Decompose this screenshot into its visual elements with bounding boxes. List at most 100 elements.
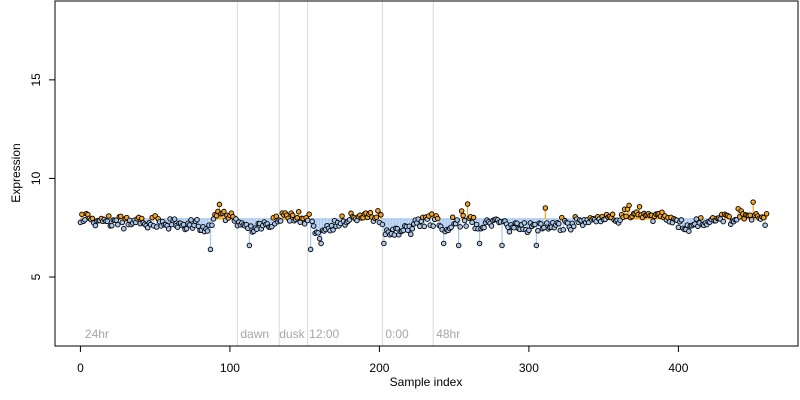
data-point [92, 222, 99, 229]
data-point [318, 240, 324, 247]
y-tick-label: 15 [29, 73, 43, 87]
data-point [609, 211, 616, 218]
data-point [521, 220, 528, 226]
data-point [541, 224, 547, 231]
data-point [286, 218, 293, 224]
data-point [458, 208, 465, 214]
data-point [183, 225, 190, 232]
data-point [659, 209, 665, 215]
x-axis-title: Sample index [390, 375, 463, 389]
data-point [408, 231, 414, 238]
x-tick-label: 400 [668, 361, 688, 375]
data-point [544, 220, 550, 226]
data-point [511, 224, 517, 231]
data-point [409, 225, 416, 232]
y-axis: 5 10 15 [29, 73, 56, 280]
data-point [165, 226, 172, 232]
data-point [153, 224, 160, 230]
data-point [434, 215, 441, 222]
data-point [209, 222, 215, 229]
data-point [571, 223, 577, 230]
data-point [514, 220, 520, 226]
data-point [686, 228, 692, 234]
data-point [339, 213, 345, 219]
y-tick-label: 5 [29, 273, 43, 280]
data-point [623, 213, 629, 220]
annotation-label: dawn [240, 327, 269, 341]
data-point [748, 217, 755, 223]
x-tick-label: 200 [369, 361, 389, 375]
data-point [106, 213, 112, 219]
data-point [675, 224, 682, 231]
data-point [194, 216, 200, 223]
data-point [115, 221, 121, 228]
data-point [428, 211, 435, 217]
annotation-label: dusk [279, 327, 305, 341]
data-point [457, 224, 463, 230]
data-point [698, 215, 704, 221]
data-point [455, 242, 462, 249]
data-point [373, 214, 380, 221]
data-point [188, 217, 194, 223]
data-point [760, 214, 767, 221]
data-point [216, 201, 223, 208]
data-point [309, 218, 315, 225]
data-point [119, 219, 126, 226]
annotation-label: 24hr [85, 327, 109, 341]
data-point [180, 221, 187, 228]
data-point [750, 199, 756, 205]
data-point [626, 202, 632, 209]
data-point [310, 223, 317, 229]
data-point [568, 227, 574, 233]
data-point [650, 218, 656, 225]
data-point [381, 240, 387, 247]
data-point [104, 218, 111, 225]
data-point [277, 218, 284, 224]
vertical-markers [236, 1, 434, 346]
data-point [726, 213, 732, 220]
data-points [77, 199, 770, 253]
data-point [304, 217, 311, 224]
x-axis: 0 100 200 300 400 [77, 345, 689, 375]
data-point [378, 212, 384, 218]
data-point [367, 209, 374, 216]
data-point [316, 235, 323, 242]
x-tick-label: 300 [519, 361, 539, 375]
data-point [535, 228, 541, 234]
data-point [121, 225, 127, 232]
data-point [315, 230, 321, 236]
data-point [118, 213, 124, 220]
data-point [417, 223, 423, 230]
data-point [481, 224, 487, 231]
annotation-label: 0:00 [385, 327, 409, 341]
data-point [533, 242, 540, 249]
data-point [391, 232, 398, 238]
y-tick-label: 10 [29, 171, 43, 185]
data-point [430, 223, 436, 229]
data-point [254, 226, 260, 232]
data-point [306, 211, 312, 217]
data-point [747, 212, 753, 218]
data-point [449, 214, 456, 221]
data-point [532, 221, 538, 228]
data-point [470, 214, 477, 221]
data-point [248, 223, 254, 229]
y-axis-title: Expression [9, 143, 23, 202]
data-point [469, 219, 475, 226]
data-point [171, 216, 178, 222]
x-tick-label: 100 [220, 361, 240, 375]
annotation-label: 12:00 [309, 327, 339, 341]
data-point [678, 217, 685, 223]
data-point [246, 242, 253, 249]
data-point [488, 223, 495, 229]
data-point [461, 217, 468, 224]
annotations: 24hr dawn dusk 12:00 0:00 48hr [85, 327, 460, 341]
data-point [440, 240, 447, 247]
data-point [636, 203, 643, 210]
annotation-label: 48hr [436, 327, 460, 341]
data-point [476, 240, 483, 247]
data-point [762, 222, 768, 228]
data-point [506, 229, 513, 235]
data-point [207, 246, 214, 253]
